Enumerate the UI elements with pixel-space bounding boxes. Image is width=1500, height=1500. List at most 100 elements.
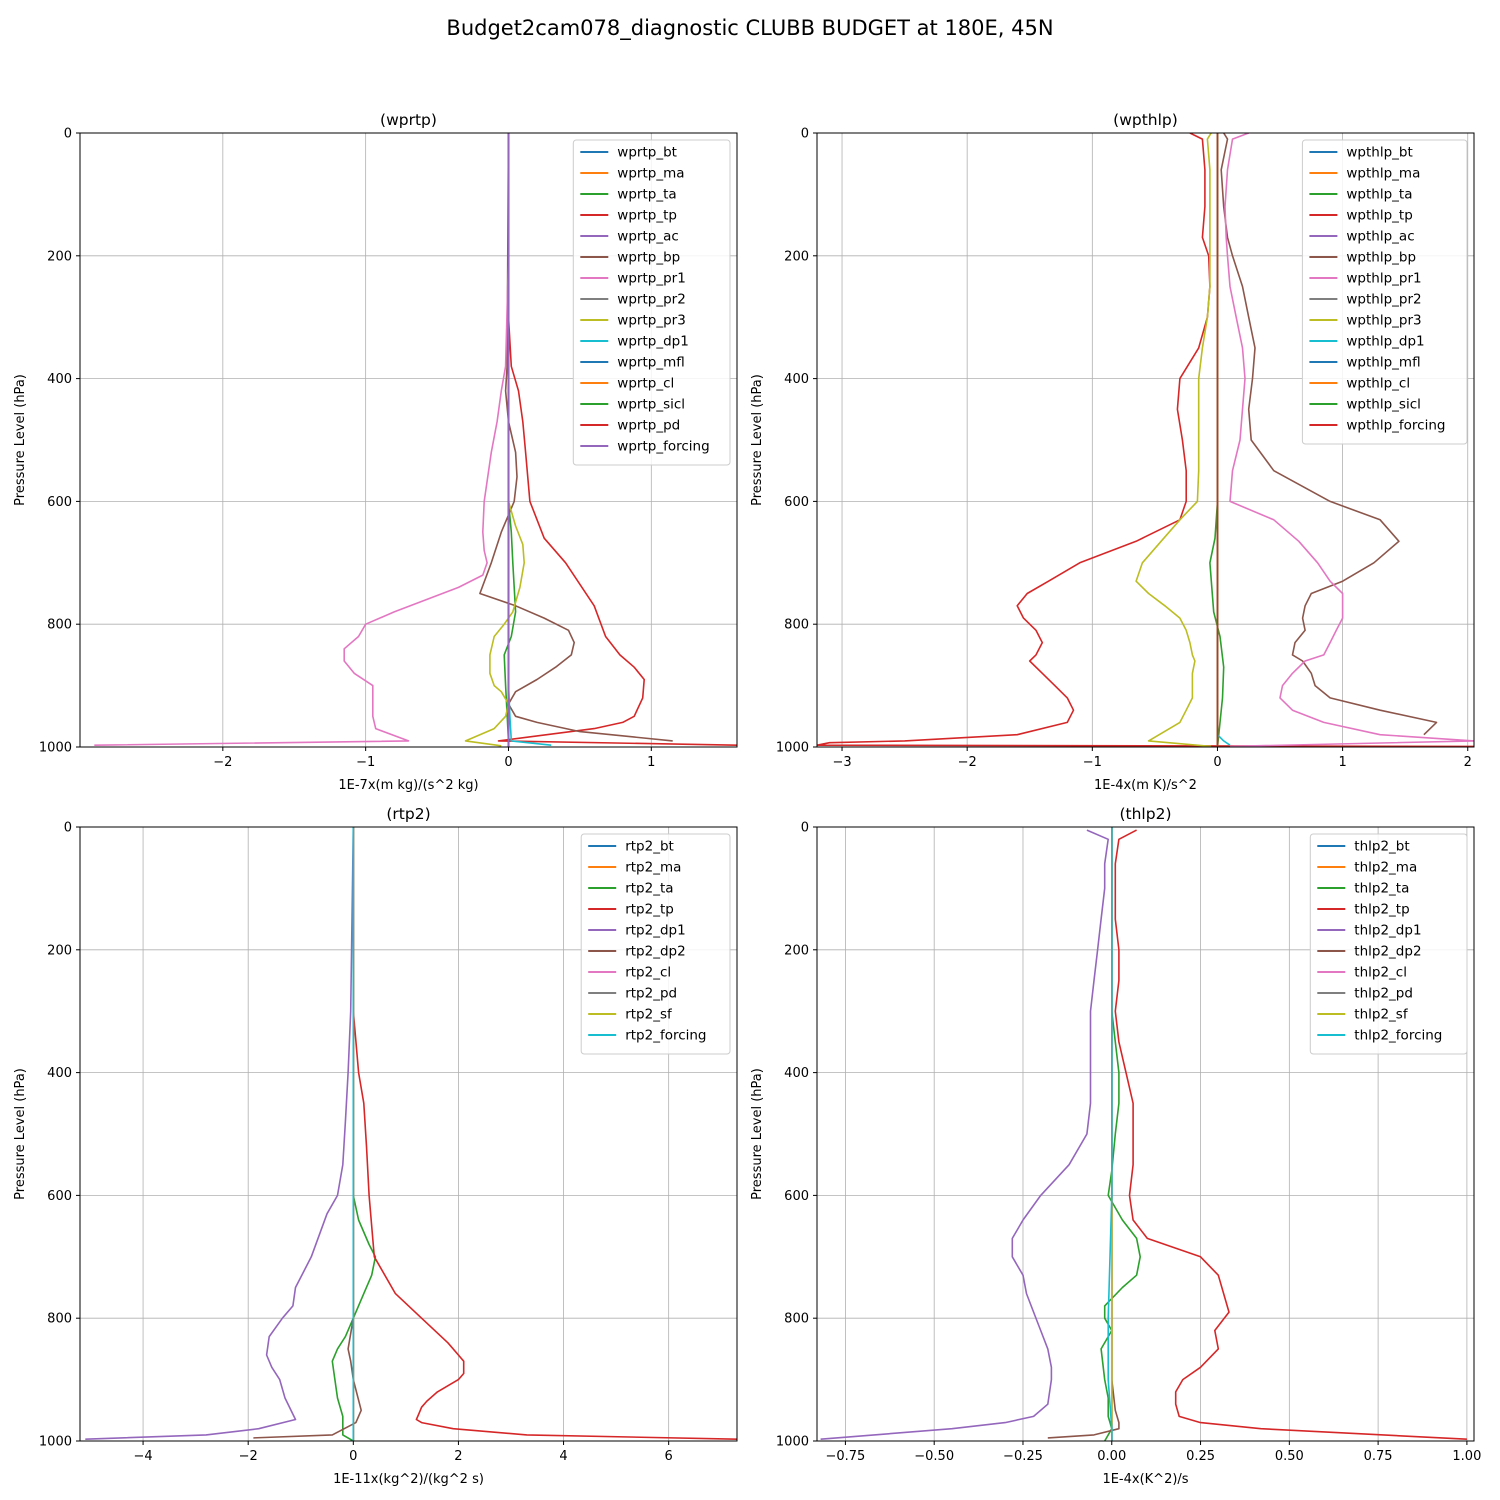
x-tick-label: 0.50 [1275,1449,1304,1464]
legend-entry-wpthlp_ta: wpthlp_ta [1346,187,1412,203]
series-line-thlp2_ta [1100,827,1141,1441]
x-tick-label: 0 [349,1449,357,1464]
legend: rtp2_bt rtp2_ma rtp2_ta rtp2_tp rtp2_dp1 rtp2… [580,833,731,1055]
legend: wprtp_bt wprtp_ma wprtp_ta wprtp_tp wprtp_ac… [572,139,731,466]
legend-entry-rtp2_dp1: rtp2_dp1 [625,923,685,939]
legend-entry-wprtp_mfl: wprtp_mfl [617,355,684,371]
x-axis-label: 1E-11x(kg^2)/(kg^2 s) [333,1472,484,1487]
y-axis-label: Pressure Level (hPa) [13,1068,28,1200]
y-tick-label: 200 [784,943,809,958]
legend-entry-rtp2_ta: rtp2_ta [625,881,673,897]
subplot-2: −3 −2 −1 0 1 2 0 200 400 600 800 1000 (wpthlp) 1E-4x(… [750,111,1475,793]
legend-entry-wprtp_ta: wprtp_ta [617,187,676,203]
y-tick-label: 600 [47,495,72,510]
legend-entry-wpthlp_pr3: wpthlp_pr3 [1346,313,1421,329]
legend-box [572,139,731,466]
legend-entry-wprtp_ma: wprtp_ma [617,166,684,182]
subplot-4: −0.75 −0.50 −0.25 0.00 0.25 0.50 0.75 1.00 0 200 4… [750,805,1481,1487]
x-axis-label: 1E-7x(m kg)/(s^2 kg) [338,778,478,793]
legend-entry-wpthlp_sicl: wpthlp_sicl [1346,397,1421,413]
y-tick-label: 200 [784,249,809,264]
legend-entry-wprtp_sicl: wprtp_sicl [617,397,685,413]
y-tick-label: 1000 [39,1435,72,1450]
legend-entry-rtp2_bt: rtp2_bt [625,839,674,855]
y-tick-label: 800 [47,1312,72,1327]
legend-entry-rtp2_forcing: rtp2_forcing [625,1028,706,1044]
series-line-wpthlp_pr1 [1224,133,1474,747]
y-tick-label: 600 [47,1189,72,1204]
series-group [820,827,1467,1441]
legend-entry-wpthlp_bp: wpthlp_bp [1346,250,1416,266]
series-line-rtp2_dp1 [85,827,355,1440]
axes-frame [79,826,738,1442]
legend-entry-wprtp_bp: wprtp_bp [617,250,680,266]
legend-box [1301,139,1468,445]
x-tick-label: 0 [504,755,512,770]
legend-entry-thlp2_ma: thlp2_ma [1354,860,1417,876]
legend-entry-wprtp_dp1: wprtp_dp1 [617,334,689,350]
legend-entry-wpthlp_forcing: wpthlp_forcing [1346,418,1445,434]
y-tick-label: 0 [64,821,72,836]
legend-entry-wprtp_pd: wprtp_pd [617,418,680,434]
subplot-title: (rtp2) [386,805,430,823]
series-line-thlp2_dp1 [820,829,1109,1440]
y-tick-label: 1000 [39,741,72,756]
x-axis-label: 1E-4x(K^2)/s [1102,1472,1188,1487]
x-tick-label: 6 [665,1449,673,1464]
legend-box [1309,833,1468,1055]
x-tick-label: 1 [647,755,655,770]
legend-entry-rtp2_dp2: rtp2_dp2 [625,944,685,960]
series-line-wprtp_pr1 [94,133,510,746]
y-tick-label: 600 [784,1189,809,1204]
subplot-title: (wpthlp) [1113,111,1178,129]
y-tick-label: 800 [47,618,72,633]
x-tick-label: 0 [1213,755,1221,770]
x-tick-label: 0.25 [1186,1449,1215,1464]
legend-entry-thlp2_bt: thlp2_bt [1354,839,1409,855]
legend-entry-rtp2_sf: rtp2_sf [625,1007,673,1023]
y-tick-label: 800 [784,618,809,633]
subplot-title: (thlp2) [1119,805,1171,823]
series-line-wpthlp_dp1 [1216,133,1231,746]
legend-entry-wprtp_cl: wprtp_cl [617,376,674,392]
x-tick-label: −0.50 [914,1449,954,1464]
legend-entry-wpthlp_ma: wpthlp_ma [1346,166,1420,182]
series-line-wprtp_tp [497,133,737,746]
series-line-thlp2_forcing [1107,827,1113,1441]
legend-entry-wpthlp_ac: wpthlp_ac [1346,229,1414,245]
legend-entry-wprtp_tp: wprtp_tp [617,208,677,224]
legend-entry-wpthlp_tp: wpthlp_tp [1346,208,1412,224]
series-group [817,133,1474,747]
legend-entry-wpthlp_pr2: wpthlp_pr2 [1346,292,1421,308]
x-tick-label: 2 [454,1449,462,1464]
y-tick-label: 0 [801,127,809,142]
legend-box [580,833,731,1055]
legend-entry-wpthlp_dp1: wpthlp_dp1 [1346,334,1424,350]
subplot-title: (wprtp) [380,111,437,129]
legend-entry-thlp2_dp2: thlp2_dp2 [1354,944,1421,960]
y-tick-label: 1000 [776,1435,809,1450]
y-tick-label: 600 [784,495,809,510]
axes-frame [79,132,738,748]
x-tick-label: −2 [213,755,232,770]
series-group [85,827,737,1441]
y-tick-label: 400 [784,1066,809,1081]
x-tick-label: 1.00 [1452,1449,1481,1464]
legend-entry-wprtp_ac: wprtp_ac [617,229,678,245]
x-tick-label: −2 [958,755,977,770]
x-axis-label: 1E-4x(m K)/s^2 [1094,778,1197,793]
legend-entry-thlp2_dp1: thlp2_dp1 [1354,923,1421,939]
legend-entry-wprtp_forcing: wprtp_forcing [617,439,709,455]
y-axis-label: Pressure Level (hPa) [13,374,28,506]
x-tick-label: −0.75 [825,1449,865,1464]
legend-entry-thlp2_cl: thlp2_cl [1354,965,1407,981]
series-line-wpthlp_bp [1220,133,1438,736]
y-tick-label: 400 [784,372,809,387]
axes-frame [816,132,1475,748]
x-tick-label: −2 [239,1449,258,1464]
legend-entry-thlp2_forcing: thlp2_forcing [1354,1028,1442,1044]
legend-entry-thlp2_tp: thlp2_tp [1354,902,1409,918]
subplot-1: −2 −1 0 1 0 200 400 600 800 1000 (wprtp) 1E-7x(m kg… [13,111,738,793]
y-tick-label: 0 [801,821,809,836]
